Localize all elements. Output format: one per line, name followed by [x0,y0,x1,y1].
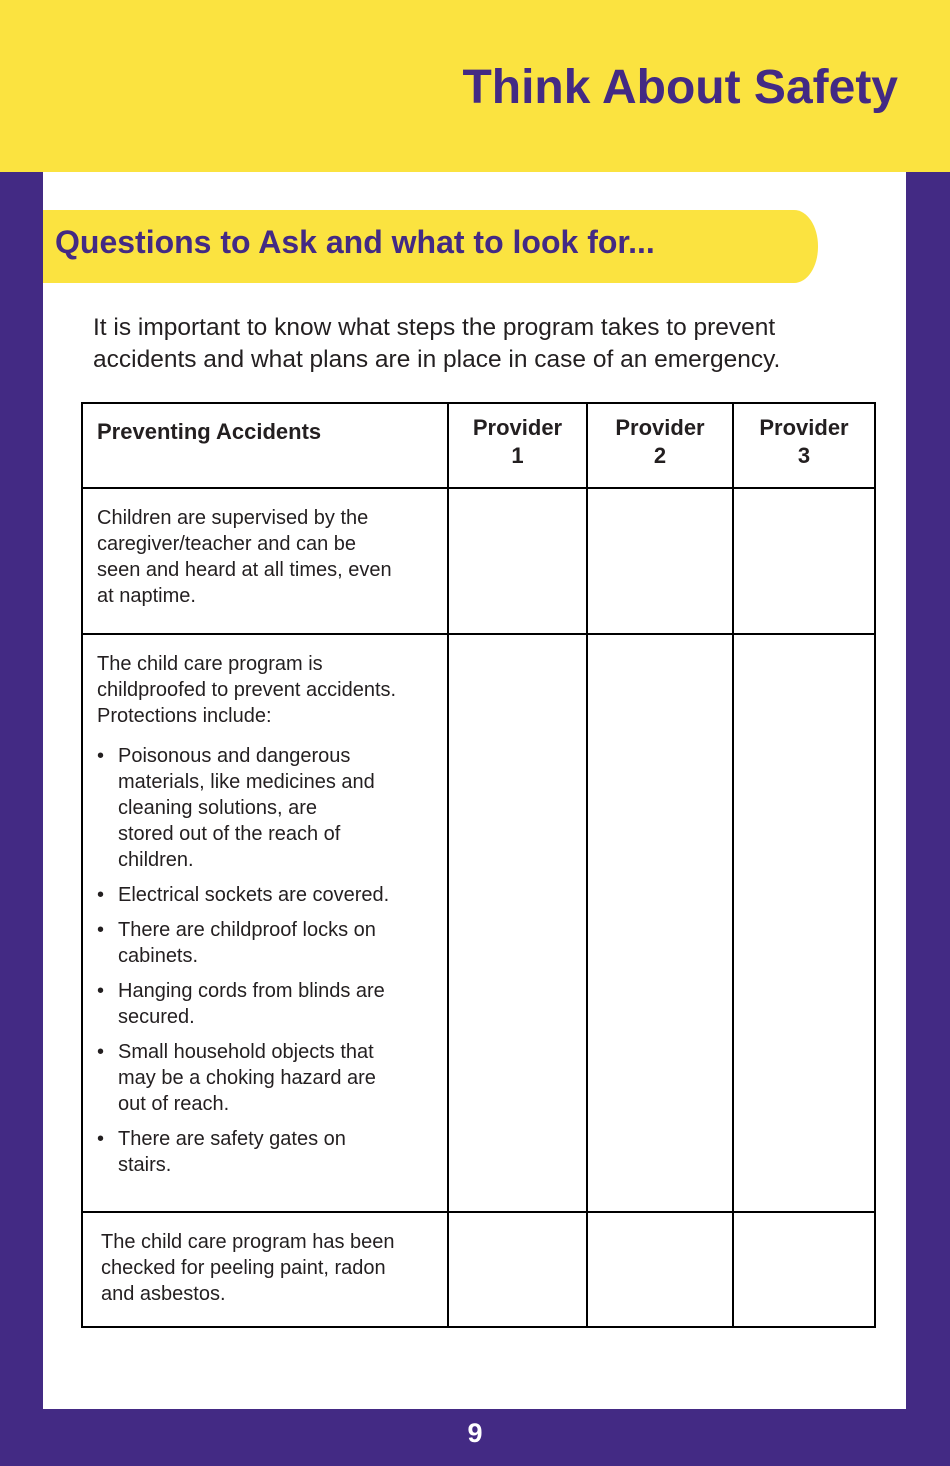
provider-3-cell[interactable] [732,633,876,1213]
provider-2-cell[interactable] [586,633,734,1213]
question-text: The child care program has been checked … [101,1231,395,1305]
question-text: Children are supervised by the caregiver… [97,507,392,607]
question-text: The child care program is childproofed t… [97,653,397,727]
list-item: Electrical sockets are covered. [97,882,437,908]
protections-list: Poisonous and dangerous materials, like … [97,743,437,1178]
table-row: The child care program is childproofed t… [81,633,876,1213]
header-provider-3: Provider 3 [732,402,876,489]
provider-1-cell[interactable] [447,633,588,1213]
header-provider-1: Provider 1 [447,402,588,489]
section-title: Questions to Ask and what to look for... [55,224,655,260]
list-item: Poisonous and dangerous materials, like … [97,743,378,873]
header-preventing-accidents: Preventing Accidents [81,402,449,489]
row-question: Children are supervised by the caregiver… [81,487,449,635]
table-row: Children are supervised by the caregiver… [81,487,876,635]
header-band: Think About Safety [0,0,950,172]
header-provider-2: Provider 2 [586,402,734,489]
header-provider-2-label: Provider 2 [615,415,705,468]
intro-text: It is important to know what steps the p… [93,314,781,373]
provider-1-cell[interactable] [447,487,588,635]
provider-3-cell[interactable] [732,1211,876,1328]
list-item: There are childproof locks on cabinets. [97,917,408,969]
list-item: There are safety gates on stairs. [97,1126,378,1178]
page-number: 9 [467,1418,483,1448]
page-title: Think About Safety [462,61,898,114]
provider-2-cell[interactable] [586,487,734,635]
checklist-table: Preventing Accidents Provider 1 Provider… [81,402,876,1328]
provider-3-cell[interactable] [732,487,876,635]
section-banner: Questions to Ask and what to look for... [43,210,818,283]
row-question: The child care program is childproofed t… [81,633,449,1213]
provider-2-cell[interactable] [586,1211,734,1328]
list-item: Hanging cords from blinds are secured. [97,978,418,1030]
provider-1-cell[interactable] [447,1211,588,1328]
header-provider-3-label: Provider 3 [759,415,849,468]
table-row: The child care program has been checked … [81,1211,876,1328]
row-question: The child care program has been checked … [81,1211,449,1328]
table-header-row: Preventing Accidents Provider 1 Provider… [81,402,876,489]
header-provider-1-label: Provider 1 [472,415,563,468]
list-item: Small household objects that may be a ch… [97,1039,408,1117]
